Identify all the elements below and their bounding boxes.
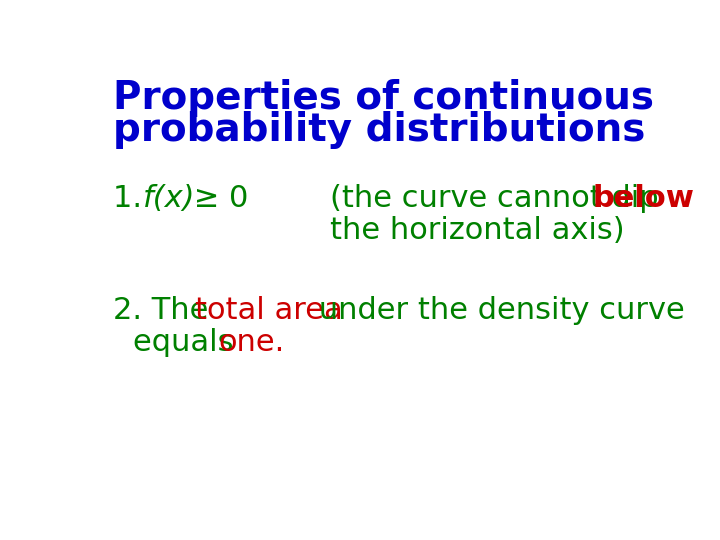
Text: 2. The: 2. The [113, 296, 218, 325]
Text: Properties of continuous: Properties of continuous [113, 79, 654, 117]
Text: probability distributions: probability distributions [113, 111, 646, 149]
Text: below: below [593, 184, 694, 213]
Text: under the density curve: under the density curve [309, 296, 685, 325]
Text: ≥ 0: ≥ 0 [184, 184, 248, 213]
Text: f(x): f(x) [143, 184, 196, 213]
Text: one.: one. [218, 328, 284, 357]
Text: 1.: 1. [113, 184, 152, 213]
Text: the horizontal axis): the horizontal axis) [330, 217, 625, 246]
Text: total area: total area [194, 296, 343, 325]
Text: (the curve cannot dip: (the curve cannot dip [330, 184, 669, 213]
Text: equals: equals [132, 328, 243, 357]
